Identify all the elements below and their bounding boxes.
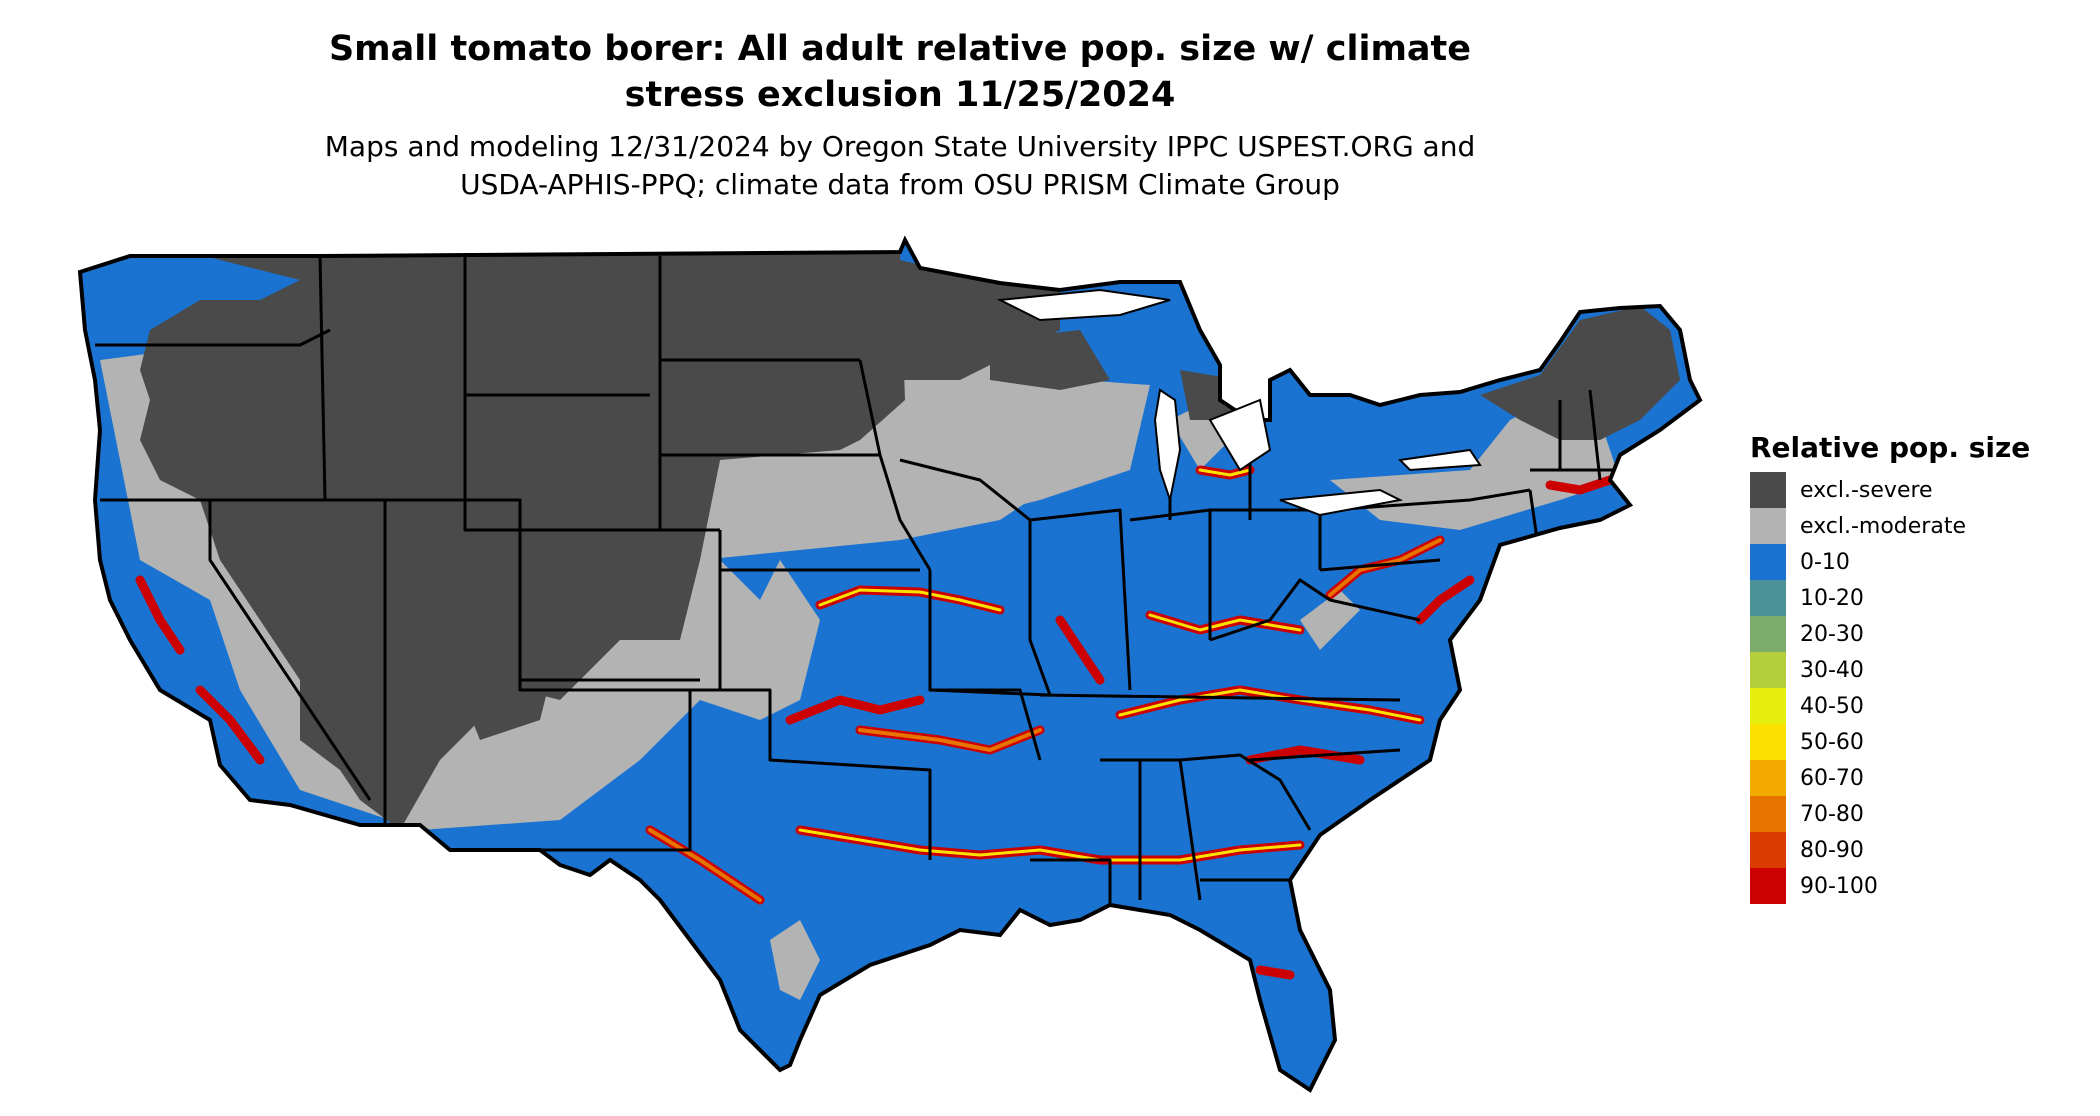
legend-item-20-30: 20-30 [1750,616,2090,652]
legend-label: 40-50 [1800,693,1864,719]
legend-label: 80-90 [1800,837,1864,863]
legend-item-80-90: 80-90 [1750,832,2090,868]
map-subtitle-line-1: Maps and modeling 12/31/2024 by Oregon S… [324,130,1476,163]
legend-item-40-50: 40-50 [1750,688,2090,724]
legend-swatch [1750,724,1786,760]
legend-label: excl.-moderate [1800,513,1966,539]
legend-title: Relative pop. size [1750,431,2031,464]
legend-item-70-80: 70-80 [1750,796,2090,832]
legend-label: 20-30 [1800,621,1864,647]
legend-swatch [1750,832,1786,868]
legend-item-90-100: 90-100 [1750,868,2090,904]
legend-swatch [1750,580,1786,616]
legend-swatch [1750,616,1786,652]
legend-label: 10-20 [1800,585,1864,611]
legend-items: excl.-severe excl.-moderate 0-10 10-20 2… [1750,472,2090,904]
legend-swatch [1750,868,1786,904]
legend-label: 50-60 [1800,729,1864,755]
legend-item-excl-moderate: excl.-moderate [1750,508,2090,544]
us-map [78,238,1702,1092]
legend-item-10-20: 10-20 [1750,580,2090,616]
map-title-line-2: stress exclusion 11/25/2024 [624,75,1176,115]
legend-swatch [1750,508,1786,544]
legend-label: 30-40 [1800,657,1864,683]
legend-item-0-10: 0-10 [1750,544,2090,580]
legend-swatch [1750,544,1786,580]
map-legend: Relative pop. size excl.-severe excl.-mo… [1750,430,2090,904]
legend-swatch [1750,760,1786,796]
legend-item-excl-severe: excl.-severe [1750,472,2090,508]
map-subtitle-line-2: USDA-APHIS-PPQ; climate data from OSU PR… [460,168,1340,201]
legend-label: 0-10 [1800,549,1850,575]
legend-swatch [1750,472,1786,508]
legend-item-60-70: 60-70 [1750,760,2090,796]
legend-swatch [1750,796,1786,832]
legend-item-50-60: 50-60 [1750,724,2090,760]
legend-label: 60-70 [1800,765,1864,791]
legend-label: excl.-severe [1800,477,1933,503]
legend-label: 70-80 [1800,801,1864,827]
map-title-line-1: Small tomato borer: All adult relative p… [328,29,1472,69]
legend-label: 90-100 [1800,873,1878,899]
legend-item-30-40: 30-40 [1750,652,2090,688]
legend-swatch [1750,652,1786,688]
legend-swatch [1750,688,1786,724]
